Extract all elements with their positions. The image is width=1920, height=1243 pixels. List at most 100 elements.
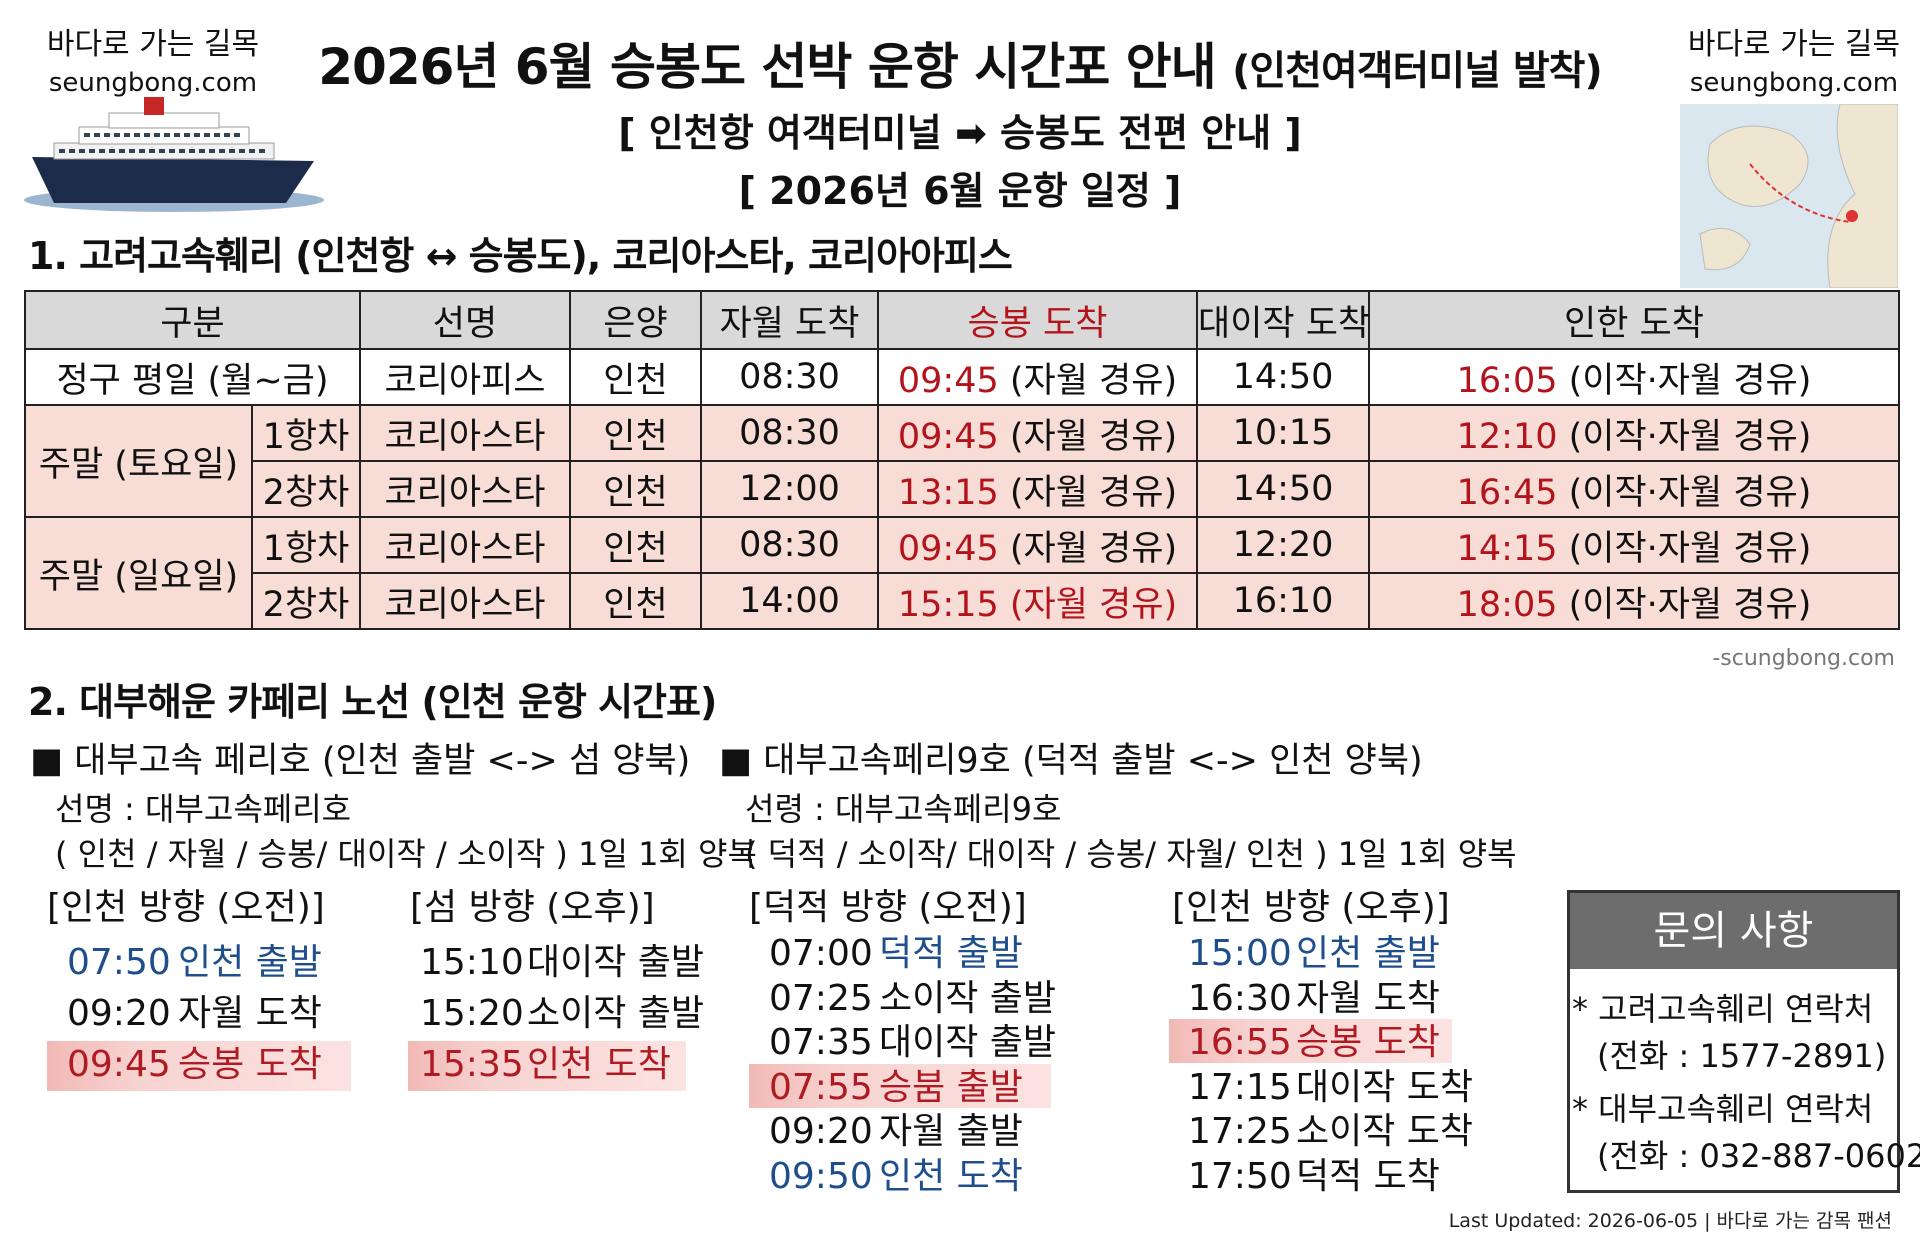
ship-name: 코리아스타 [359, 572, 571, 630]
schedule-row: 주말 (토요일) 1항차 코리아스타 인천 08:30 09:45 (자월 경유) 10:1… [24, 404, 1900, 518]
departure-time: 09:45 [67, 1044, 171, 1085]
ship-name: 코리아스타 [359, 460, 571, 518]
brand-site: seungbong.com [1689, 68, 1899, 98]
origin: 인천 [569, 460, 702, 518]
jawol-time: 12:00 [700, 460, 879, 518]
trip-label: 2창차 [251, 572, 361, 630]
inhan-time: 12:10 [1456, 416, 1558, 457]
schedule-row: 정구 평일 (월~금) 코리아피스 인천 08:30 09:45 (자월 경유) 14:5… [24, 348, 1900, 406]
schedule-row: 2창차 코리아스타 인천 14:00 15:15 (자월 경유) 16:10 18:05 (… [25, 572, 1900, 630]
departure-time: 07:50 [67, 942, 171, 983]
route-stops: ( 덕적 / 소이작/ 대이작 / 승봉/ 자월/ 인천 ) 1일 1회 양복 [745, 835, 1517, 873]
highlight [749, 1063, 1051, 1108]
group-label: 주말 (토요일) [24, 404, 253, 518]
via-note: (자월 경유) [1009, 528, 1178, 569]
route-map [1680, 104, 1898, 288]
via-note: (이작·자월 경유) [1568, 416, 1812, 457]
column-header: 승봉 도착 [877, 290, 1198, 350]
schedule-table: 구분 선명 은양 자월 도착 승봉 도착 대이작 도착 인한 도착 정구 평일 (월~금) 코리… [24, 290, 1900, 630]
column-header: 은양 [569, 290, 702, 350]
brand-site: seungbong.com [48, 68, 258, 98]
direction-label: [덕적 방향 (오전)] [749, 887, 1027, 928]
via-note: (자월 경유) [1009, 584, 1178, 625]
stop-event: 대이작 출발 [527, 942, 705, 983]
departure-time: 16:30 [1188, 977, 1292, 1019]
contact-name: * 고려고속훼리 연락처 [1572, 990, 1874, 1028]
column-header: 인한 도착 [1368, 290, 1900, 350]
gap [1557, 361, 1568, 401]
seungbong-time: 13:15 [897, 472, 999, 513]
inhan-time: 14:15 [1456, 528, 1558, 569]
jawol-time: 08:30 [700, 516, 879, 574]
stop-event: 승봉 도착 [178, 1044, 322, 1085]
stop-event: 덕적 도착 [1296, 1156, 1440, 1197]
departure-time: 09:20 [769, 1111, 873, 1153]
ship-name: 코리아스타 [359, 404, 571, 462]
column-header: 자월 도착 [700, 290, 879, 350]
contact-title: 문의 사항 [1570, 893, 1897, 969]
contact-phone: (전화 : 032-887-0602) [1597, 1137, 1920, 1175]
contact-box: 문의 사항 [1567, 890, 1900, 1193]
departure-time: 17:15 [1188, 1066, 1292, 1108]
group-label: 정구 평일 (월~금) [24, 348, 361, 406]
title: 2026년 6월 승봉도 선박 운항 시간포 안내 (인천여객터미널 발착) [0, 42, 1920, 92]
daeijak-time: 12:20 [1196, 516, 1370, 574]
brand-name: 바다로 가는 길목 [1687, 27, 1901, 62]
via-note: (이작·자월 경유) [1568, 472, 1812, 513]
daeijak-time: 10:15 [1196, 404, 1370, 462]
departure-time: 15:00 [1188, 933, 1292, 974]
column-header: 구분 [24, 290, 361, 350]
contact-name: * 대부고속훼리 연락처 [1572, 1090, 1874, 1128]
stop-event: 인천 도착 [527, 1044, 671, 1085]
departure-time: 17:50 [1188, 1156, 1292, 1197]
departure-time: 17:25 [1188, 1111, 1292, 1153]
ship-name: 코리아스타 [359, 516, 571, 574]
gap [999, 473, 1010, 513]
daeijak-time: 16:10 [1196, 572, 1370, 630]
departure-time: 15:20 [420, 993, 524, 1034]
daeijak-time: 14:50 [1196, 348, 1370, 406]
gap [999, 585, 1010, 625]
stop-event: 소이작 출발 [879, 977, 1057, 1019]
title-note: (인천여객터미널 발착) [1232, 48, 1603, 94]
watermark: -scungbong.com [1712, 646, 1895, 671]
column-header: 선명 [359, 290, 571, 350]
daeijak-time: 14:50 [1196, 460, 1370, 518]
brand-name: 바다로 가는 길목 [46, 27, 260, 62]
departure-time: 07:35 [769, 1022, 873, 1064]
via-note: (자월 경유) [1009, 360, 1178, 401]
gap [999, 529, 1010, 569]
seungbong-cell: 09:45 (자월 경유) [877, 516, 1198, 574]
route-stops: ( 인천 / 자월 / 승봉/ 대이작 / 소이작 ) 1일 1회 양복 [55, 835, 757, 873]
schedule-row: 주말 (일요일) 1항차 코리아스타 인천 08:30 09:45 (자월 경유) 12:2… [24, 516, 1900, 630]
stop-event: 인천 도착 [879, 1156, 1023, 1197]
route-heading: ■ 대부고속 페리호 (인천 출발 <-> 섬 양북) [30, 741, 691, 781]
ship-name: 선령 : 대부고속페리9호 [745, 790, 1062, 828]
seungbong-cell: 13:15 (자월 경유) [877, 460, 1198, 518]
departure-time: 07:55 [769, 1066, 873, 1108]
inhan-cell: 14:15 (이작·자월 경유) [1368, 516, 1900, 574]
direction-label: [섬 방향 (오후)] [410, 887, 655, 928]
departure-time: 15:10 [420, 942, 524, 983]
seungbong-time: 09:45 [897, 360, 999, 401]
stop-event: 인천 출발 [1296, 933, 1440, 974]
footer: Last Updated: 2026-06-05 | 바다로 가는 감목 팬션 [1448, 1210, 1892, 1232]
origin: 인천 [569, 404, 702, 462]
trip-label: 1항차 [251, 404, 361, 462]
gap [1557, 585, 1568, 625]
stop-event: 승붐 출발 [879, 1066, 1023, 1108]
seungbong-time: 09:45 [897, 528, 999, 569]
via-note: (자월 경유) [1009, 472, 1178, 513]
title-main: 2026년 6월 승봉도 선박 운항 시간포 안내 [318, 38, 1216, 96]
stop-event: 자월 출발 [879, 1111, 1023, 1153]
direction-label: [인천 방향 (오후)] [1172, 887, 1450, 928]
departure-time: 07:25 [769, 977, 873, 1019]
jawol-time: 08:30 [700, 348, 879, 406]
jawol-time: 14:00 [700, 572, 879, 630]
via-note: (자월 경유) [1009, 416, 1178, 457]
inhan-cell: 16:05 (이작·자월 경유) [1368, 348, 1900, 406]
departure-time: 09:50 [769, 1156, 873, 1197]
seungbong-time: 15:15 [897, 584, 999, 625]
